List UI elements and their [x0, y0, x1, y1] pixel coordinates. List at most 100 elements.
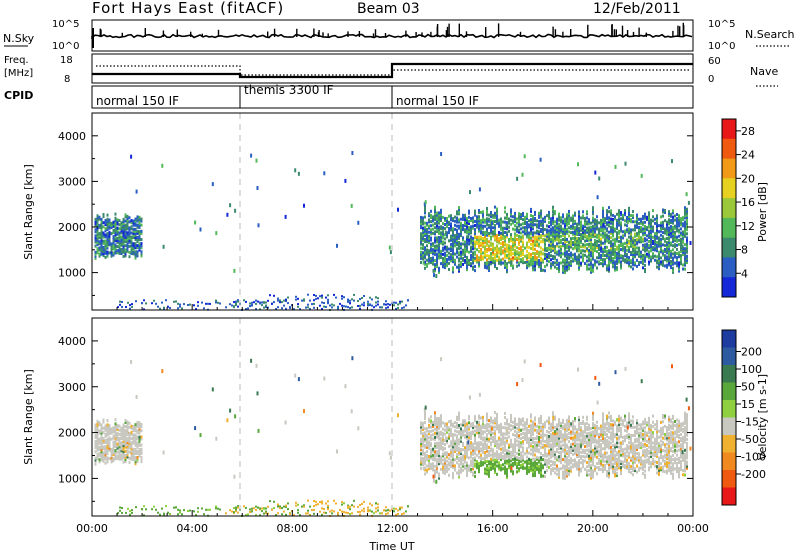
velocity-cell	[542, 445, 544, 449]
velocity-cell	[432, 437, 434, 441]
velocity-cell	[530, 448, 532, 452]
power-cell	[676, 217, 678, 221]
power-cell	[514, 248, 516, 252]
velocity-cell	[540, 452, 542, 456]
velocity-cell	[130, 457, 133, 461]
power-cell	[584, 218, 586, 222]
power-cell	[484, 237, 486, 241]
velocity-cell	[488, 439, 490, 443]
velocity-cell	[436, 425, 438, 429]
power-cell	[452, 229, 454, 233]
power-cell	[656, 245, 658, 249]
power-cell	[636, 242, 638, 246]
velocity-cell	[542, 425, 544, 429]
power-cell	[229, 203, 232, 208]
velocity-cell	[456, 436, 458, 440]
power-cell	[444, 262, 446, 265]
power-cell	[534, 231, 536, 235]
power-cell	[432, 227, 434, 231]
power-cell	[494, 254, 496, 258]
power-cell	[526, 225, 528, 229]
velocity-cell	[428, 426, 430, 429]
velocity-cell	[556, 464, 558, 468]
velocity-cell	[112, 428, 115, 432]
power-cell	[504, 249, 506, 253]
velocity-cell	[490, 435, 492, 438]
velocity-cell	[134, 427, 137, 431]
velocity-cell	[124, 454, 127, 457]
power-cell	[630, 265, 632, 269]
power-cell	[331, 306, 333, 309]
velocity-cell	[464, 450, 466, 454]
power-cell	[498, 222, 500, 226]
power-cell	[520, 260, 522, 264]
power-cell	[134, 254, 137, 258]
power-cell	[488, 240, 490, 244]
velocity-cell	[522, 446, 524, 450]
power-cell	[580, 237, 582, 240]
power-cell	[102, 231, 105, 235]
power-cell	[672, 229, 674, 233]
power-cell	[598, 262, 600, 266]
freq-tick-top: 18	[60, 55, 73, 66]
power-cell	[600, 241, 602, 245]
velocity-cell	[500, 458, 502, 462]
velocity-cell	[100, 444, 103, 448]
power-cell	[100, 234, 103, 238]
velocity-cell	[504, 422, 506, 426]
velocity-cell	[444, 465, 446, 469]
power-cell	[598, 254, 600, 258]
power-cell	[118, 231, 121, 235]
power-cell	[640, 252, 642, 256]
power-cell	[420, 217, 422, 221]
velocity-cell	[126, 443, 129, 447]
power-cell	[108, 237, 111, 240]
power-cell	[484, 218, 486, 222]
power-cell	[496, 246, 498, 250]
velocity-cell	[478, 433, 480, 437]
power-cell	[548, 210, 550, 214]
velocity-cell	[464, 435, 466, 439]
power-cell	[516, 176, 519, 181]
velocity-cell	[514, 438, 516, 441]
power-cell	[100, 242, 103, 246]
power-cell	[540, 223, 542, 227]
power-cell	[626, 261, 628, 265]
power-cell	[126, 245, 129, 249]
power-cell	[608, 216, 610, 220]
power-cell	[480, 223, 482, 227]
velocity-cell	[496, 441, 498, 445]
power-cell	[120, 235, 123, 239]
velocity-cell	[466, 451, 468, 455]
velocity-cell	[96, 444, 99, 448]
power-cell	[505, 224, 508, 229]
power-cell	[642, 258, 644, 262]
power-cell	[472, 220, 474, 224]
power-cell	[249, 305, 251, 308]
power-cell	[594, 238, 596, 242]
power-cell	[138, 230, 141, 234]
velocity-cell	[442, 468, 444, 472]
power-cell	[454, 242, 456, 246]
power-cell	[648, 235, 650, 239]
power-cell	[606, 223, 608, 227]
power-cell	[514, 228, 516, 232]
power-cell	[510, 251, 512, 255]
power-cell	[578, 230, 580, 234]
power-cell	[562, 242, 564, 246]
power-cell	[626, 257, 628, 260]
power-cell	[265, 304, 267, 307]
power-cell	[636, 250, 638, 254]
velocity-cell	[452, 457, 454, 461]
velocity-cell	[502, 438, 504, 442]
power-cell	[676, 221, 678, 225]
velocity-cell	[100, 437, 103, 441]
power-cell	[592, 208, 594, 212]
velocity-cell	[456, 461, 458, 465]
power-cell	[518, 238, 520, 242]
power-cell	[440, 210, 442, 214]
power-cell	[670, 221, 672, 224]
velocity-cell	[114, 424, 117, 428]
velocity-cell	[530, 462, 532, 466]
power-cell	[582, 253, 584, 257]
